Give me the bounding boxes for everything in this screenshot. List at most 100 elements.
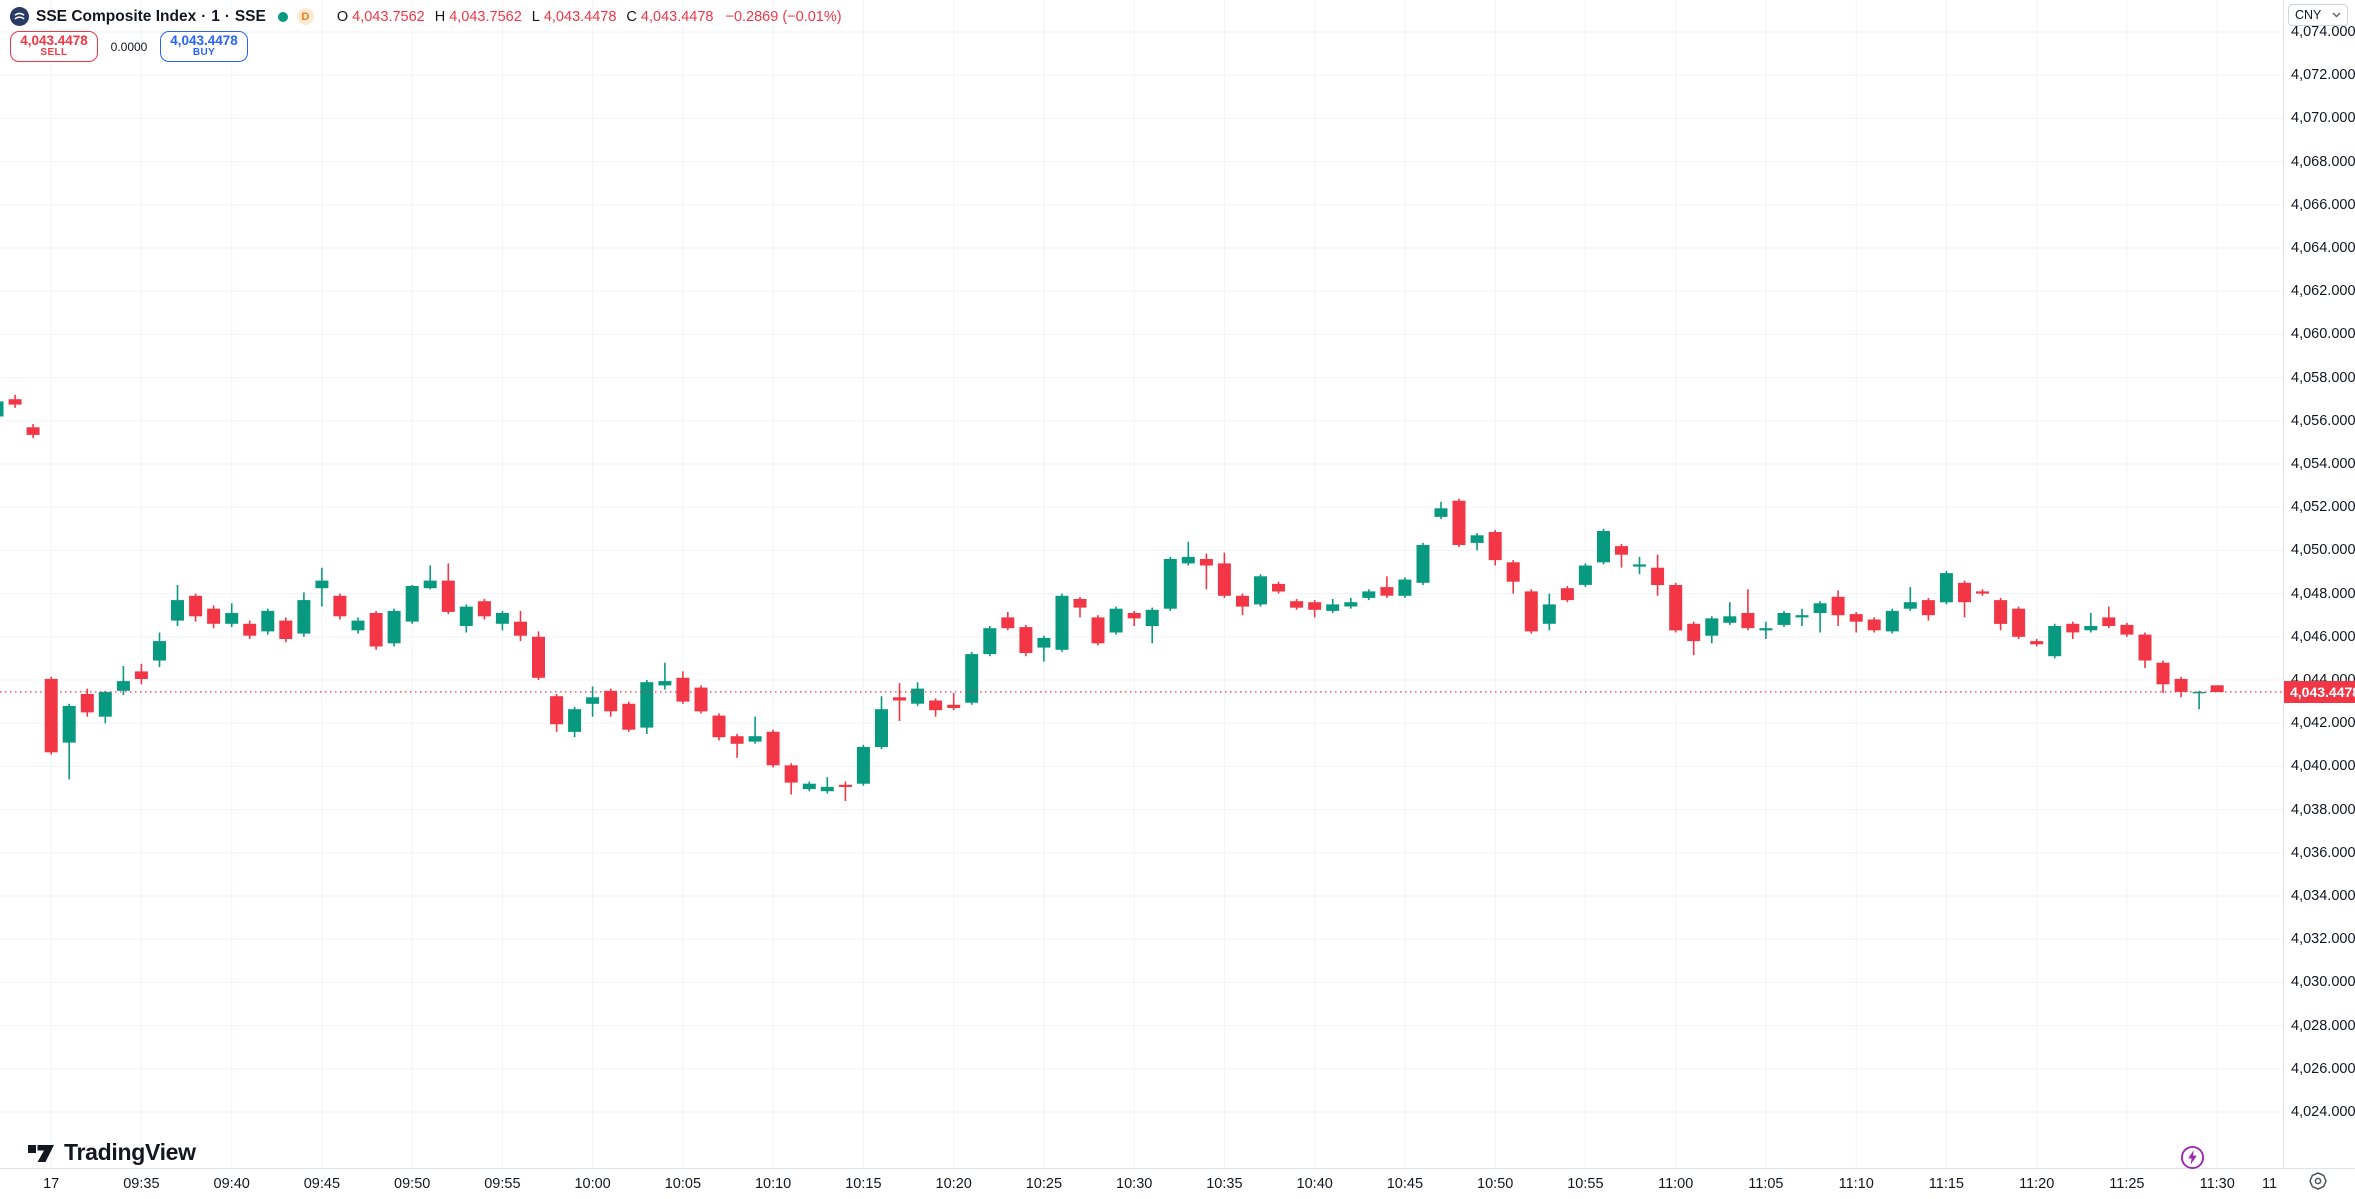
price-label: 4,042.0000	[2291, 715, 2355, 732]
price-axis[interactable]: CNY 4,074.0000 4,072.0000 4,070.0000 4,068.…	[2283, 0, 2355, 1168]
candle-body	[622, 703, 636, 730]
candle-body	[315, 580, 329, 589]
open-value: 4,043.7562	[352, 8, 425, 25]
price-label: 4,028.0000	[2291, 1017, 2355, 1034]
candle-body	[550, 696, 564, 725]
candle-body	[1939, 573, 1953, 603]
candle-body	[369, 613, 383, 647]
candle-body	[820, 786, 834, 792]
time-label: 11:25	[2109, 1176, 2145, 1192]
candle-body	[80, 694, 94, 713]
candle-body	[947, 704, 961, 708]
price-label: 4,060.0000	[2291, 326, 2355, 343]
legend-separator: ·	[201, 8, 207, 25]
candle-body	[1633, 564, 1646, 567]
candle-body	[189, 595, 203, 617]
candle-body	[1723, 616, 1737, 623]
candle-body	[893, 697, 906, 701]
candle-body	[62, 705, 76, 743]
price-label: 4,038.0000	[2291, 801, 2355, 818]
price-label: 4,074.0000	[2291, 24, 2355, 40]
buy-button[interactable]: 4,043.4478 BUY	[160, 31, 248, 62]
candle-body	[171, 600, 184, 621]
candle-body	[586, 697, 600, 704]
tradingview-logo[interactable]: TradingView	[28, 1139, 196, 1166]
candle-body	[477, 601, 491, 617]
candle-body	[1217, 563, 1231, 596]
symbol-legend[interactable]: SSE Composite Index · 1 · SSE D O 4,043.…	[10, 7, 842, 26]
candle-body	[1037, 637, 1051, 648]
candle-body	[1181, 556, 1195, 564]
candle-body	[568, 709, 582, 732]
candle-body	[1199, 559, 1213, 566]
candle-body	[1651, 567, 1665, 585]
time-label: 10:25	[1025, 1176, 1063, 1192]
buy-price: 4,043.4478	[170, 33, 238, 49]
candle-body	[1524, 591, 1538, 632]
sell-price: 4,043.4478	[20, 33, 88, 49]
candle-body	[2084, 626, 2098, 631]
candle-body	[1506, 562, 1520, 582]
candle-body	[441, 580, 455, 612]
candle-body	[1795, 615, 1809, 618]
candle-body	[1344, 602, 1358, 607]
market-status-dot-icon	[277, 11, 288, 22]
candle-body	[1254, 576, 1267, 605]
price-label: 4,036.0000	[2291, 844, 2355, 861]
price-label: 4,068.0000	[2291, 153, 2355, 170]
candle-body	[1560, 588, 1574, 601]
close-label: C	[626, 8, 637, 25]
candle-body	[1994, 600, 2008, 624]
candle-body	[838, 784, 852, 787]
price-label: 4,040.0000	[2291, 758, 2355, 775]
price-label: 4,072.0000	[2291, 67, 2355, 84]
delayed-data-badge[interactable]: D	[296, 8, 314, 25]
candle-body	[748, 736, 762, 742]
candle-body	[1831, 596, 1845, 616]
time-label: 10:00	[574, 1176, 611, 1192]
time-label: 09:45	[303, 1176, 341, 1192]
time-label: 10:50	[1477, 1176, 1514, 1192]
candle-body	[8, 399, 22, 405]
instant-data-flash-icon[interactable]	[2180, 1145, 2205, 1170]
candle-body	[1958, 582, 1971, 603]
candle-body	[2138, 634, 2152, 661]
candle-body	[0, 401, 4, 417]
candle-body	[387, 610, 401, 644]
candle-body	[423, 580, 437, 589]
candle-body	[766, 731, 780, 766]
time-label: 09:35	[123, 1176, 160, 1192]
candle-body	[1542, 604, 1556, 624]
candle-body	[532, 636, 545, 678]
axis-settings-gear-icon[interactable]	[2308, 1171, 2328, 1191]
price-label: 4,056.0000	[2291, 412, 2355, 429]
time-axis[interactable]: 17 09:35 09:40 09:45 09:50 09:55 10:00 10:05 10:…	[0, 1168, 2355, 1199]
candle-body	[1669, 585, 1683, 631]
candle-body	[802, 783, 816, 790]
candle-body	[1091, 617, 1105, 644]
candle-body	[207, 608, 221, 624]
sell-button[interactable]: 4,043.4478 SELL	[10, 31, 98, 62]
candle-body	[875, 709, 888, 747]
price-label: 4,048.0000	[2291, 585, 2355, 602]
low-value: 4,043.4478	[543, 8, 617, 25]
candle-body	[495, 613, 509, 624]
currency-selector[interactable]: CNY	[2288, 4, 2348, 26]
candle-body	[1578, 565, 1592, 585]
time-label: 09:50	[394, 1176, 431, 1192]
time-label: 11:05	[1748, 1176, 1784, 1192]
candle-body	[1777, 613, 1791, 625]
chart-pane[interactable]	[0, 0, 2283, 1168]
candle-body	[1741, 613, 1755, 629]
candle-body	[640, 682, 654, 728]
legend-separator: ·	[224, 8, 230, 25]
price-label: 4,034.0000	[2291, 888, 2355, 904]
price-label: 4,058.0000	[2291, 369, 2355, 386]
time-label: 09:55	[484, 1176, 521, 1192]
candle-body	[694, 687, 708, 712]
candle-body	[1416, 545, 1430, 583]
last-price-tag: 4,043.4478	[2284, 680, 2355, 703]
price-label: 4,064.0000	[2291, 240, 2355, 256]
symbol-logo-icon	[10, 7, 29, 26]
exchange-name: SSE	[234, 7, 266, 25]
